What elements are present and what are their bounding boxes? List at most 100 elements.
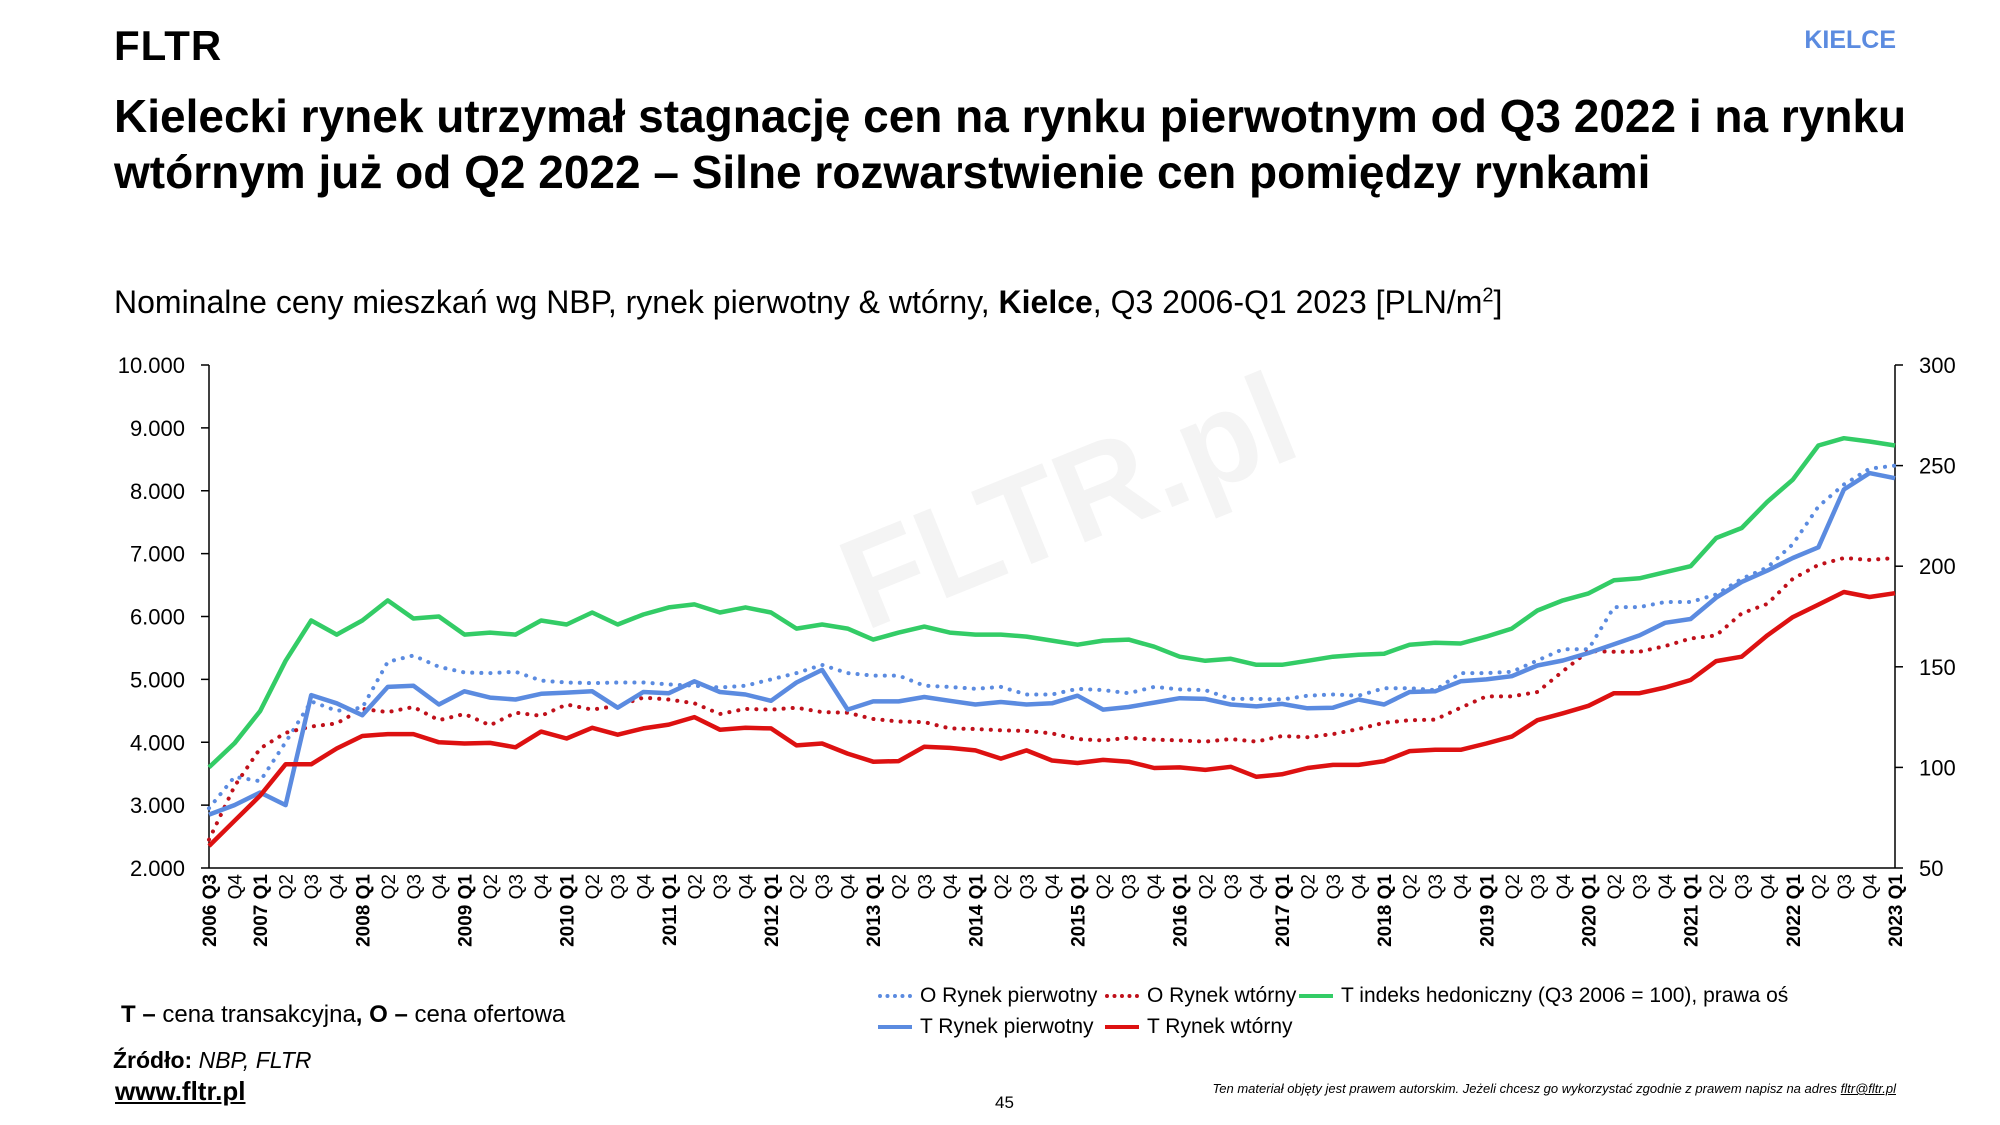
y-right-tick-label: 150 [1919,655,1956,680]
subtitle-text: , Q3 2006-Q1 2023 [PLN/m [1092,284,1483,320]
x-tick-label: Q2 [890,874,911,899]
x-tick-label: 2015 Q1 [1069,874,1090,947]
source-label: Źródło: [113,1047,193,1073]
series-line-3 [208,470,1896,817]
x-tick-label: 2016 Q1 [1171,874,1192,947]
note-text: cena ofertowa [407,1001,566,1028]
x-tick-label: Q2 [1809,874,1830,899]
x-tick-label: Q3 [1426,874,1447,899]
x-tick-label: Q4 [1758,874,1779,900]
page-number: 45 [995,1093,1014,1112]
y-right-tick-label: 100 [1919,755,1956,780]
legend-item-t-pierwotny: T Rynek pierwotny [878,1015,1094,1039]
y-right-tick-label: 300 [1919,353,1956,378]
legend-label: O Rynek pierwotny [920,984,1098,1007]
copyright-email[interactable]: fltr@fltr.pl [1840,1081,1896,1096]
x-tick-label: Q3 [1528,874,1549,899]
source: Źródło: NBP, FLTR [113,1047,312,1074]
series-line-1 [207,556,1897,842]
x-tick-label: Q2 [1196,874,1217,899]
x-tick-label: Q4 [1554,874,1575,900]
website-link[interactable]: www.fltr.pl [115,1076,246,1106]
x-tick-label: 2011 Q1 [660,874,681,946]
city-label: KIELCE [1804,26,1896,54]
x-tick-label: Q3 [404,874,425,899]
x-tick-label: Q2 [992,874,1013,899]
y-left-tick-label: 9.000 [130,416,185,441]
x-tick-label: 2020 Q1 [1579,874,1600,947]
x-tick-label: 2018 Q1 [1375,874,1396,947]
x-tick-label: 2007 Q1 [251,874,272,947]
y-right-tick-label: 200 [1919,554,1956,579]
x-tick-label: 2017 Q1 [1273,874,1294,947]
x-tick-label: Q3 [1733,874,1754,899]
x-tick-label: 2010 Q1 [558,874,579,947]
x-tick-label: Q4 [1247,874,1268,900]
y-left-tick-label: 8.000 [130,479,185,504]
x-tick-label: Q4 [1350,874,1371,900]
note-sep: , [355,1001,363,1028]
legend-item-o-pierwotny: O Rynek pierwotny [878,984,1097,1008]
x-tick-label: 2009 Q1 [455,874,476,947]
x-tick-label: 2008 Q1 [353,874,374,947]
series-line-2 [207,435,1896,770]
fltr-logo: FLTR [114,22,223,69]
y-left-tick-label: 10.000 [118,353,185,378]
subtitle-text: ] [1493,284,1503,320]
x-tick-label: Q4 [532,874,553,900]
x-tick-label: Q2 [685,874,706,899]
x-tick-label: Q4 [1452,874,1473,900]
x-tick-label: Q3 [1222,874,1243,899]
legend-label: T Rynek wtórny [1147,1015,1293,1038]
x-tick-label: Q3 [1324,874,1345,899]
x-tick-label: Q3 [507,874,528,899]
x-tick-label: Q4 [1656,874,1677,900]
x-tick-label: Q2 [379,874,400,899]
x-tick-label: Q4 [430,874,451,900]
x-tick-label: Q2 [788,874,809,899]
x-tick-label: Q3 [609,874,630,899]
y-left-tick-label: 7.000 [130,542,185,567]
abbreviation-note: T – cena transakcyjna, O – cena ofertowa [121,1001,565,1029]
x-tick-label: Q4 [941,874,962,900]
x-tick-label: Q2 [1298,874,1319,899]
x-tick-label: 2019 Q1 [1477,874,1498,947]
x-tick-label: 2021 Q1 [1682,874,1703,947]
y-left-tick-label: 6.000 [130,605,185,630]
series-line-4 [207,589,1896,848]
x-tick-label: Q2 [481,874,502,899]
x-tick-label: Q2 [1094,874,1115,899]
x-tick-label: Q3 [1120,874,1141,899]
x-tick-label: 2012 Q1 [762,874,783,947]
x-tick-label: Q2 [1707,874,1728,899]
x-tick-label: Q4 [839,874,860,900]
note-key: O – [362,1001,408,1028]
x-tick-label: Q3 [813,874,834,899]
x-tick-label: Q4 [1043,874,1064,900]
note-key: T – [121,1001,156,1028]
x-tick-label: Q4 [736,874,757,900]
note-text: cena transakcyjna [155,1001,356,1028]
y-left-tick-label: 4.000 [130,730,185,755]
legend-label: T indeks hedoniczny (Q3 2006 = 100), pra… [1341,984,1789,1007]
legend-swatch [1105,994,1139,998]
x-tick-label: Q3 [915,874,936,899]
legend-swatch [878,994,912,998]
chart-subtitle: Nominalne ceny mieszkań wg NBP, rynek pi… [114,284,1502,321]
y-right-tick-label: 250 [1919,454,1956,479]
legend-label: T Rynek pierwotny [920,1015,1094,1038]
legend-swatch [1299,994,1333,998]
legend-swatch [1105,1025,1139,1029]
x-tick-label: Q3 [1835,874,1856,899]
x-tick-label: Q4 [328,874,349,900]
x-tick-label: 2006 Q3 [200,874,221,947]
subtitle-sup: 2 [1482,284,1494,307]
legend-label: O Rynek wtórny [1147,984,1297,1007]
x-tick-label: 2023 Q1 [1886,874,1907,947]
legend-item-t-wtorny: T Rynek wtórny [1105,1015,1293,1039]
x-tick-label: 2014 Q1 [966,874,987,947]
y-left-tick-label: 5.000 [130,667,185,692]
x-tick-label: Q4 [226,874,247,900]
x-tick-label: Q3 [302,874,323,899]
